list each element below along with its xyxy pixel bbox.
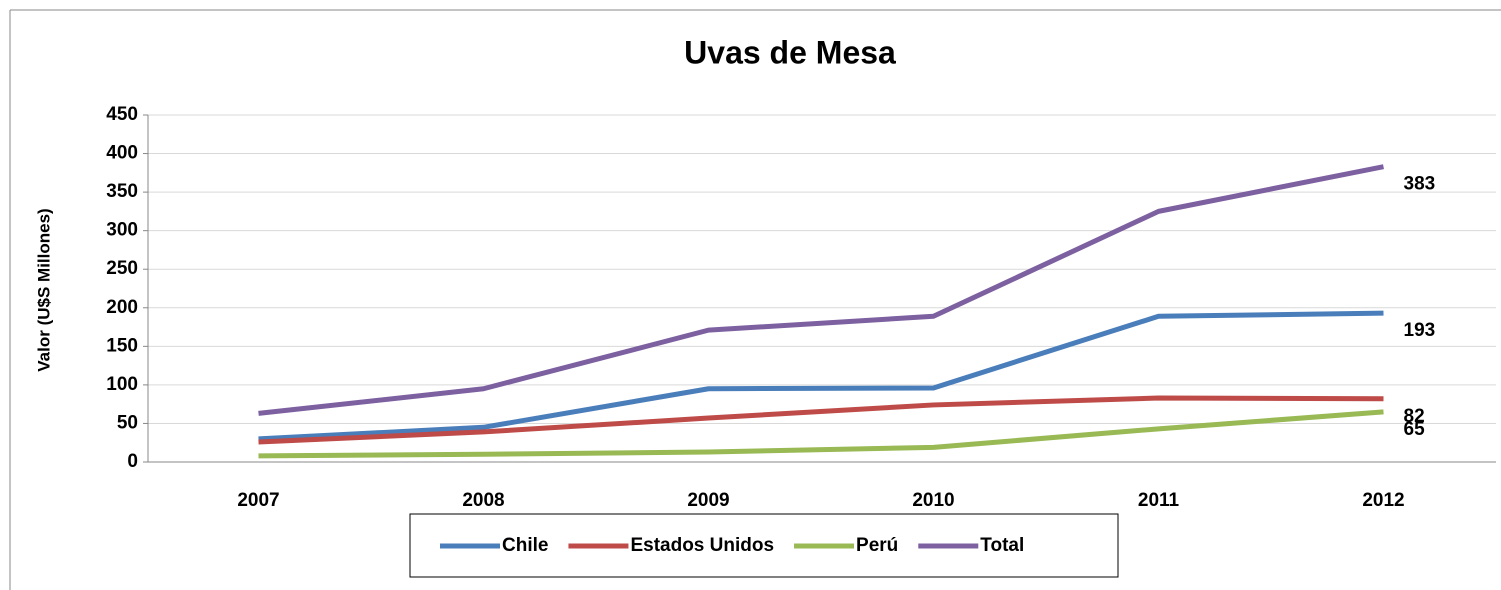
y-tick-label: 450: [106, 104, 138, 125]
y-tick-label: 250: [106, 258, 138, 279]
y-axis-label: Valor (U$S Millones): [34, 208, 53, 371]
data-label: 383: [1404, 174, 1436, 195]
data-label: 82: [1404, 406, 1425, 427]
x-tick-label: 2007: [237, 490, 279, 511]
legend-box: [409, 513, 1119, 578]
x-tick-label: 2010: [912, 490, 954, 511]
y-tick-label: 0: [127, 451, 138, 472]
legend-label: Total: [980, 535, 1024, 556]
series-line: [258, 164, 1384, 416]
y-tick-label: 50: [117, 412, 138, 433]
legend-label: Estados Unidos: [630, 535, 774, 556]
series-line: [258, 310, 1384, 442]
series-line: [258, 395, 1384, 445]
y-tick-label: 300: [106, 220, 138, 241]
y-tick-label: 200: [106, 297, 138, 318]
data-label: 193: [1404, 320, 1436, 341]
y-tick-label: 100: [106, 374, 138, 395]
y-tick-label: 150: [106, 335, 138, 356]
x-tick-label: 2011: [1138, 490, 1180, 511]
y-tick-label: 350: [106, 181, 138, 202]
x-tick-label: 2008: [462, 490, 504, 511]
legend-label: Perú: [856, 535, 898, 556]
legend-label: Chile: [502, 535, 548, 556]
chart-title: Uvas de Mesa: [684, 34, 896, 70]
y-tick-label: 400: [106, 143, 138, 164]
x-tick-label: 2012: [1362, 490, 1404, 511]
series-line: [258, 409, 1384, 459]
data-label: 65: [1404, 419, 1426, 440]
x-tick-label: 2009: [687, 490, 729, 511]
